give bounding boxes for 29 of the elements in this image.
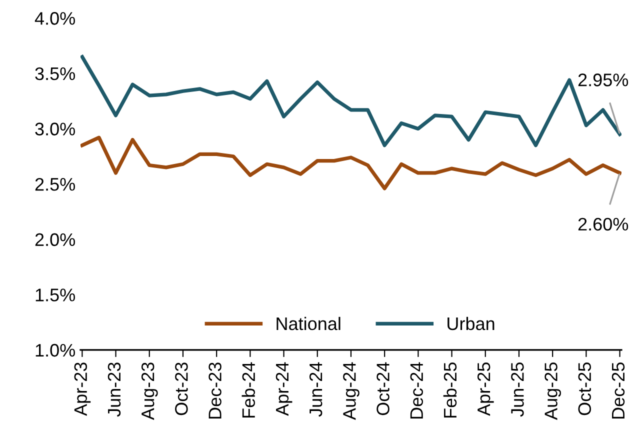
x-tick-label: Dec-25: [612, 362, 625, 418]
x-tick-label: Oct-23: [175, 362, 188, 416]
x-tick-label: Feb-25: [443, 362, 457, 418]
x-tick-label: Dec-24: [410, 362, 424, 418]
x-tick-label: Apr-23: [74, 362, 91, 416]
x-tick-label: Apr-25: [477, 362, 494, 416]
legend-label: Urban: [448, 316, 494, 330]
y-tick-label: 3.5%: [35, 67, 75, 80]
annotation: 2.95%: [578, 74, 628, 86]
y-tick-label: 1.0%: [36, 344, 75, 357]
annotation: 2.60%: [578, 218, 628, 231]
y-tick-label: 2.5%: [35, 178, 75, 191]
line-series: [80, 136, 622, 190]
x-tick-label: Aug-24: [343, 362, 360, 420]
x-tick-label: Apr-24: [276, 362, 292, 416]
x-tick-label: Oct-24: [376, 362, 390, 416]
legend-label: National: [276, 316, 340, 330]
y-tick-label: 3.0%: [35, 122, 75, 136]
x-tick-label: Jun-24: [309, 362, 322, 417]
y-tick-label: 2.0%: [35, 233, 75, 246]
x-tick-label: Dec-23: [208, 362, 222, 418]
x-tick-label: Jun-23: [108, 362, 121, 417]
x-tick-label: Aug-23: [141, 362, 158, 420]
x-tick-label: Oct-25: [578, 362, 592, 416]
x-tick-label: Jun-25: [511, 362, 524, 417]
y-tick-label: 4.0%: [34, 12, 75, 25]
x-tick-label: Aug-25: [544, 362, 561, 420]
y-tick-label: 1.5%: [36, 288, 75, 302]
x-tick-label: Feb-24: [242, 362, 256, 418]
